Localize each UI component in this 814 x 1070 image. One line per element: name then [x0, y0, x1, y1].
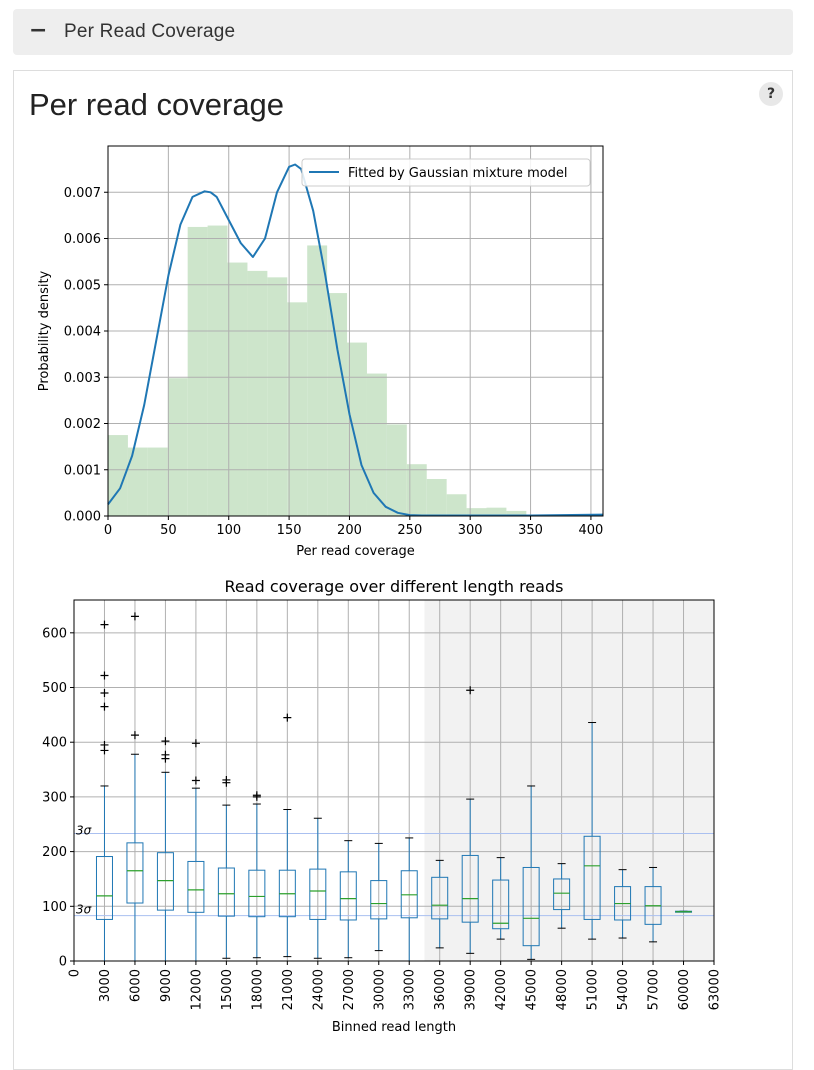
x-tick-label: 12000 — [189, 969, 204, 1010]
x-tick-label: 24000 — [311, 969, 326, 1010]
x-tick-label: 57000 — [647, 969, 662, 1010]
y-tick-label: 600 — [42, 626, 67, 641]
x-tick-label: 39000 — [464, 969, 479, 1010]
x-tick-label: 42000 — [494, 969, 509, 1010]
x-tick-label: 51000 — [586, 969, 601, 1010]
x-tick-label: 3000 — [98, 969, 113, 1002]
x-tick-label: 48000 — [555, 969, 570, 1010]
x-axis-label: Binned read length — [332, 1020, 456, 1035]
x-tick-label: 60000 — [677, 969, 692, 1010]
y-tick-label: 400 — [42, 736, 67, 751]
y-tick-label: 300 — [42, 790, 67, 805]
outlier-point — [192, 739, 200, 747]
sigma-label: 3σ — [76, 903, 92, 917]
chart-title: Read coverage over different length read… — [225, 577, 564, 596]
outlier-point — [192, 777, 200, 785]
outlier-point — [100, 703, 108, 711]
sigma-label: 3σ — [76, 824, 92, 838]
x-tick-label: 30000 — [372, 969, 387, 1010]
x-tick-label: 18000 — [250, 969, 265, 1010]
outlier-point — [253, 791, 261, 799]
outlier-point — [161, 751, 169, 759]
x-tick-label: 36000 — [433, 969, 448, 1010]
x-tick-label: 6000 — [128, 969, 143, 1002]
outlier-point — [131, 612, 139, 620]
outlier-point — [100, 689, 108, 697]
y-tick-label: 500 — [42, 681, 67, 696]
outlier-point — [283, 714, 291, 722]
outlier-point — [161, 737, 169, 745]
x-tick-label: 54000 — [616, 969, 631, 1010]
x-tick-label: 15000 — [220, 969, 235, 1010]
x-tick-label: 63000 — [708, 969, 723, 1010]
x-tick-label: 27000 — [342, 969, 357, 1010]
outlier-point — [131, 731, 139, 739]
x-tick-label: 0 — [68, 969, 83, 977]
y-tick-label: 0 — [59, 955, 67, 970]
x-tick-label: 45000 — [525, 969, 540, 1010]
x-tick-label: 9000 — [159, 969, 174, 1002]
x-tick-label: 33000 — [403, 969, 418, 1010]
outlier-point — [100, 621, 108, 629]
y-tick-label: 100 — [42, 900, 67, 915]
y-tick-label: 200 — [42, 845, 67, 860]
x-tick-label: 21000 — [281, 969, 296, 1010]
outlier-point — [100, 671, 108, 679]
